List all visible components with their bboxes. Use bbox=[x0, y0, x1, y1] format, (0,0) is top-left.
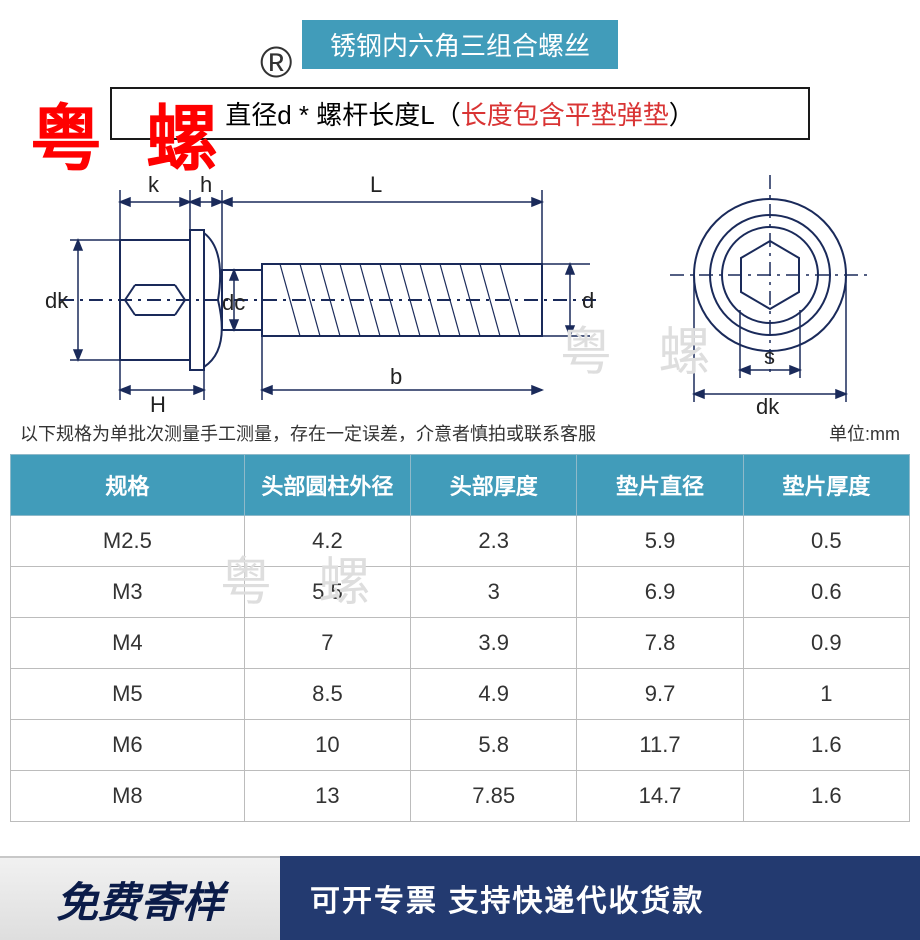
dim-b: b bbox=[390, 364, 402, 389]
table-row: M8137.8514.71.6 bbox=[11, 771, 910, 822]
table-cell: 7.85 bbox=[411, 771, 577, 822]
note-left: 以下规格为单批次测量手工测量，存在一定误差，介意者慎拍或联系客服 bbox=[20, 420, 596, 446]
table-cell: 2.3 bbox=[411, 516, 577, 567]
table-cell: 8.5 bbox=[244, 669, 410, 720]
watermark-gray-2: 粤 螺 bbox=[220, 540, 386, 615]
table-cell: M2.5 bbox=[11, 516, 245, 567]
note-right: 单位:mm bbox=[829, 420, 900, 446]
table-cell: 10 bbox=[244, 720, 410, 771]
table-cell: 5.9 bbox=[577, 516, 743, 567]
table-cell: 3.9 bbox=[411, 618, 577, 669]
table-row: M6105.811.71.6 bbox=[11, 720, 910, 771]
col-header: 垫片厚度 bbox=[743, 455, 909, 516]
table-cell: M4 bbox=[11, 618, 245, 669]
subtitle-part1: 直径d * 螺杆长度L（ bbox=[225, 100, 461, 130]
col-header: 垫片直径 bbox=[577, 455, 743, 516]
table-row: M473.97.80.9 bbox=[11, 618, 910, 669]
dim-H: H bbox=[150, 392, 166, 417]
footer-left: 免费寄样 bbox=[0, 856, 280, 940]
table-cell: 0.9 bbox=[743, 618, 909, 669]
table-cell: 1.6 bbox=[743, 720, 909, 771]
footer-right: 可开专票 支持快递代收货款 bbox=[280, 856, 920, 940]
table-cell: 14.7 bbox=[577, 771, 743, 822]
col-header: 规格 bbox=[11, 455, 245, 516]
footer: 免费寄样 可开专票 支持快递代收货款 bbox=[0, 856, 920, 940]
subtitle-red: 长度包含平垫弹垫 bbox=[461, 100, 669, 130]
table-cell: 1 bbox=[743, 669, 909, 720]
col-header: 头部厚度 bbox=[411, 455, 577, 516]
col-header: 头部圆柱外径 bbox=[244, 455, 410, 516]
table-cell: 5.8 bbox=[411, 720, 577, 771]
table-cell: 11.7 bbox=[577, 720, 743, 771]
dim-L: L bbox=[370, 172, 382, 197]
table-cell: M8 bbox=[11, 771, 245, 822]
table-cell: 7.8 bbox=[577, 618, 743, 669]
watermark-brand: 粤 螺 bbox=[30, 80, 230, 185]
table-cell: 9.7 bbox=[577, 669, 743, 720]
table-cell: 0.6 bbox=[743, 567, 909, 618]
table-cell: 0.5 bbox=[743, 516, 909, 567]
dim-dc: dc bbox=[222, 290, 245, 315]
registered-symbol: ® bbox=[260, 38, 292, 88]
spec-table: 规格头部圆柱外径头部厚度垫片直径垫片厚度 M2.54.22.35.90.5M35… bbox=[10, 454, 910, 822]
table-cell: 1.6 bbox=[743, 771, 909, 822]
table-cell: 3 bbox=[411, 567, 577, 618]
table-cell: 4.9 bbox=[411, 669, 577, 720]
table-cell: 6.9 bbox=[577, 567, 743, 618]
watermark-gray-1: 粤 螺 bbox=[560, 310, 726, 385]
table-cell: M3 bbox=[11, 567, 245, 618]
table-cell: M5 bbox=[11, 669, 245, 720]
note-row: 以下规格为单批次测量手工测量，存在一定误差，介意者慎拍或联系客服 单位:mm bbox=[0, 420, 920, 454]
subtitle-part2: ） bbox=[669, 100, 695, 130]
dim-dk: dk bbox=[45, 288, 69, 313]
table-cell: 7 bbox=[244, 618, 410, 669]
title-bar: 锈钢内六角三组合螺丝 bbox=[302, 20, 618, 69]
dim-s: s bbox=[764, 344, 775, 369]
table-row: M58.54.99.71 bbox=[11, 669, 910, 720]
technical-diagram: k h L dk H dc b d s dk bbox=[0, 160, 920, 420]
table-cell: 13 bbox=[244, 771, 410, 822]
table-row: M2.54.22.35.90.5 bbox=[11, 516, 910, 567]
table-row: M35.536.90.6 bbox=[11, 567, 910, 618]
dim-dk2: dk bbox=[756, 394, 780, 419]
table-cell: M6 bbox=[11, 720, 245, 771]
